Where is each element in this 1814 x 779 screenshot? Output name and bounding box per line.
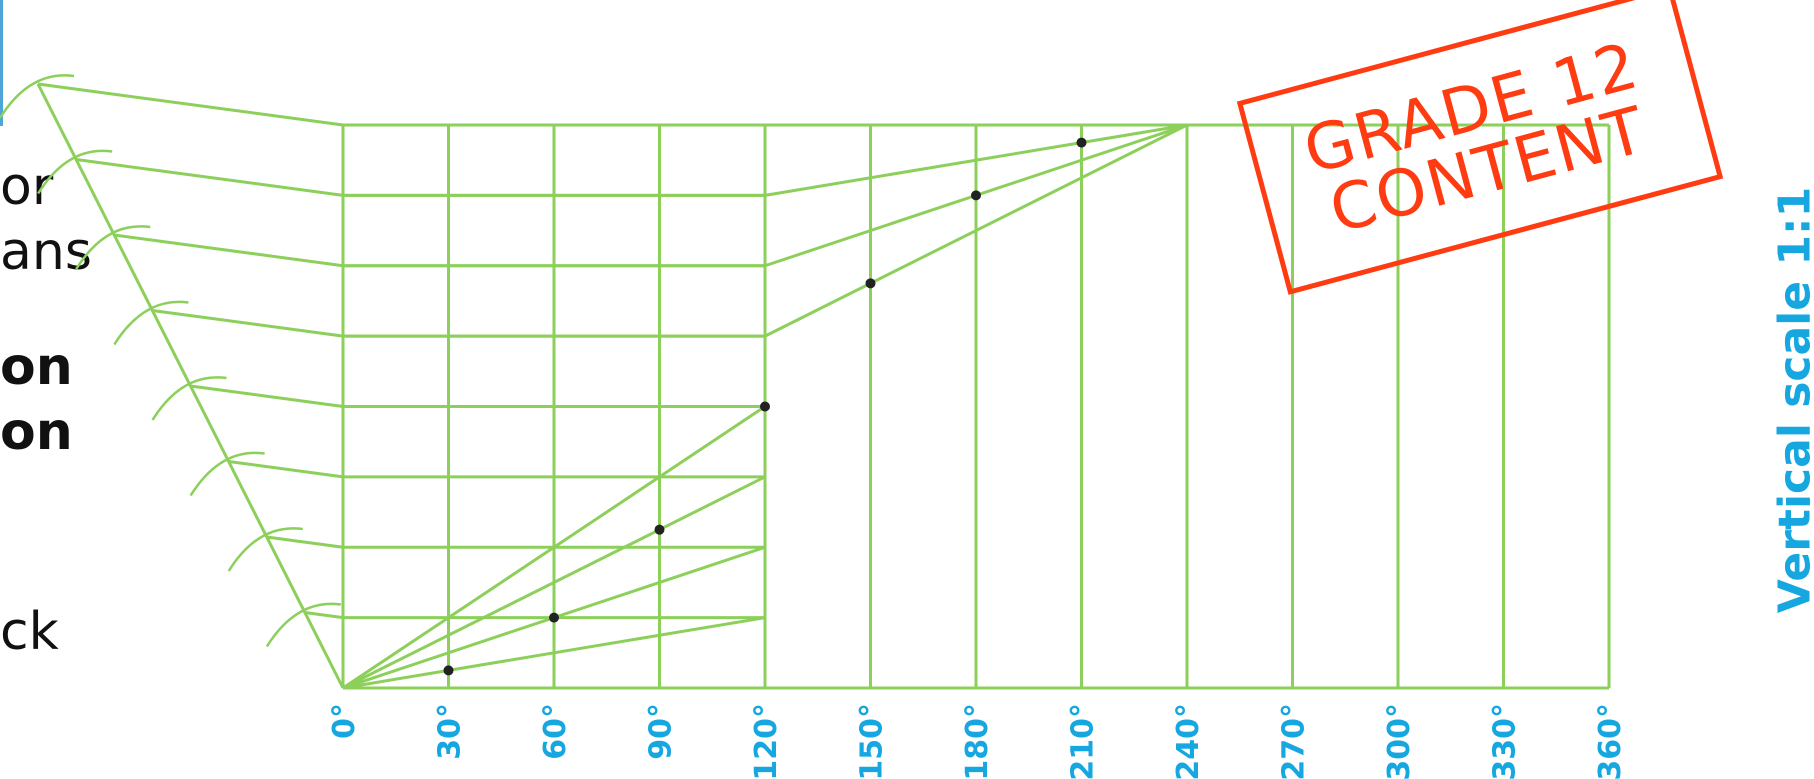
- text-fragment-ck: ck: [0, 602, 59, 662]
- tick-label-330: 330°: [1488, 703, 1523, 779]
- text-fragment-on-1: on: [0, 337, 73, 397]
- grid-lines: [341, 123, 1611, 690]
- ray-low-1: [342, 616, 766, 690]
- tick-label-180: 180°: [960, 703, 995, 779]
- text-fragment-or: or: [0, 157, 54, 217]
- projection-lines: [0, 74, 345, 689]
- tick-label-240: 240°: [1171, 703, 1206, 779]
- text-fragment-ans: ans: [0, 222, 92, 282]
- projector-6: [114, 233, 344, 268]
- tick-label-120: 120°: [749, 703, 784, 779]
- projector-7: [75, 158, 344, 197]
- compass-arc-8: [0, 74, 75, 119]
- curve-point-210: [1076, 137, 1087, 148]
- ray-low-4: [342, 405, 766, 690]
- compass-arc-6: [75, 225, 151, 270]
- projector-1: [304, 611, 344, 620]
- vertical-scale-label: Vertical scale 1:1: [1769, 186, 1814, 614]
- compass-arc-3: [189, 451, 265, 497]
- curve-point-30: [443, 665, 454, 676]
- curve-point-150: [865, 278, 876, 289]
- projector-5: [152, 309, 344, 338]
- text-fragment-on-2: on: [0, 402, 73, 462]
- projector-4: [190, 384, 344, 408]
- curve-point-120: [760, 401, 770, 412]
- compass-arc-7: [37, 149, 113, 195]
- angle-tick-labels: 0° 30° 60° 90° 120° 150° 180° 210° 240° 270° 300° 3…: [327, 703, 1628, 779]
- projector-2: [266, 535, 344, 549]
- tick-label-0: 0°: [327, 703, 362, 739]
- curve-points: [443, 137, 1087, 676]
- compass-arc-1: [265, 602, 342, 648]
- ray-high-7: [764, 123, 1188, 197]
- tick-label-60: 60°: [538, 703, 573, 760]
- curve-point-60: [549, 612, 559, 623]
- ray-high-5: [764, 123, 1188, 338]
- compass-arc-2: [227, 527, 303, 572]
- curve-point-180: [971, 190, 981, 201]
- tick-label-270: 270°: [1277, 703, 1312, 779]
- compass-arc-5: [113, 300, 189, 346]
- projector-8: [37, 82, 344, 127]
- tick-label-150: 150°: [855, 703, 890, 779]
- compass-arc-4: [151, 376, 227, 421]
- edge-box: [0, 0, 3, 126]
- curve-point-90: [654, 524, 665, 535]
- ray-low-3: [342, 475, 766, 690]
- projector-3: [228, 460, 344, 479]
- construction-rays: [342, 123, 1188, 690]
- tick-label-210: 210°: [1066, 703, 1101, 779]
- tick-label-360: 360°: [1593, 703, 1628, 779]
- tick-label-30: 30°: [433, 703, 468, 760]
- tick-label-300: 300°: [1382, 703, 1417, 779]
- tick-label-90: 90°: [644, 703, 679, 760]
